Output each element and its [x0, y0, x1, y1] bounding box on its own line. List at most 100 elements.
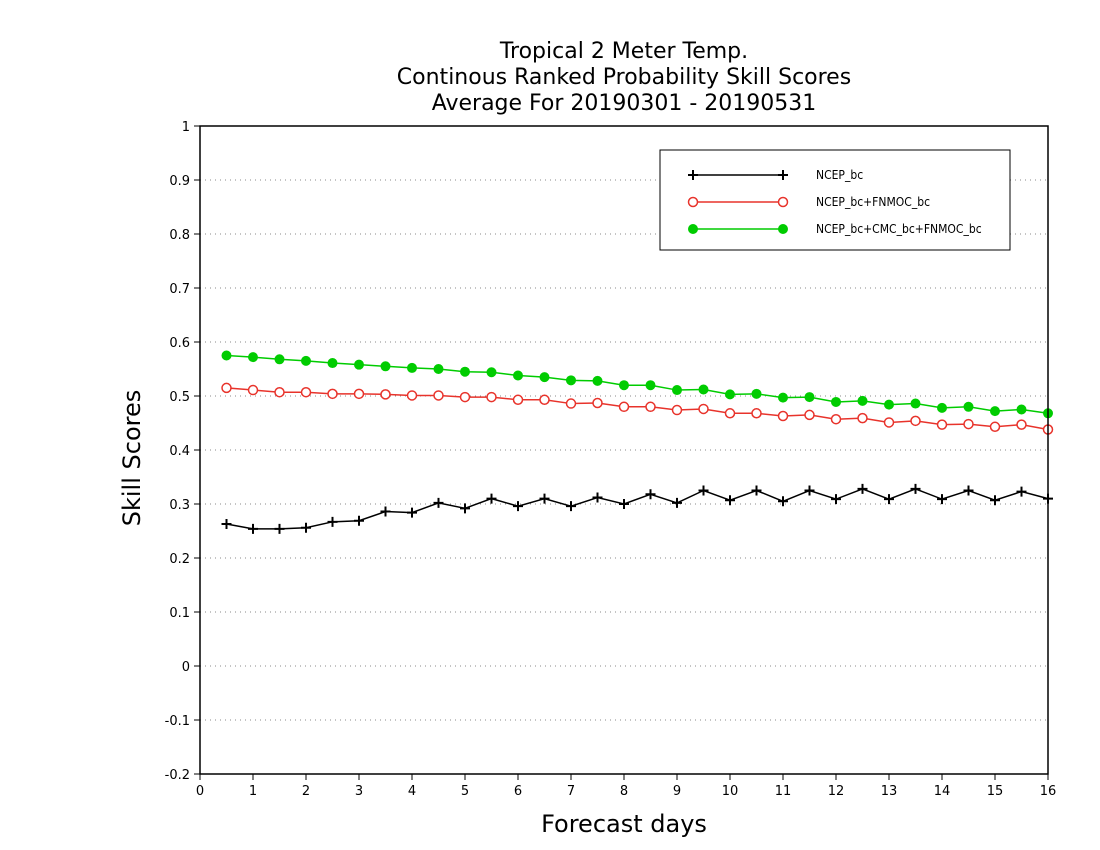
data-point [592, 397, 603, 409]
legend-label: NCEP_bc+CMC_bc+FNMOC_bc [816, 222, 982, 236]
data-point [831, 494, 841, 505]
x-tick-label: 7 [567, 784, 575, 799]
x-tick-label: 14 [934, 784, 951, 799]
series-line [226, 488, 1049, 530]
data-point [486, 391, 497, 403]
data-point [566, 375, 576, 386]
data-point [990, 406, 1000, 417]
y-tick-label: 0.4 [169, 444, 190, 459]
data-point [460, 503, 470, 514]
data-point [910, 398, 921, 409]
data-point [857, 412, 868, 424]
data-point [963, 401, 974, 412]
series-0 [221, 483, 1053, 534]
legend-box [659, 149, 1011, 251]
legend: NCEP_bc NCEP_bc+FNMOC_bc NCEP_bc+CMC_bc+FN… [659, 149, 1011, 251]
data-point [725, 495, 735, 506]
data-point [565, 398, 577, 409]
data-point [724, 408, 736, 419]
data-point [936, 419, 948, 430]
data-point [301, 522, 311, 533]
data-point [406, 390, 418, 401]
x-tick-label: 2 [302, 784, 310, 799]
legend-marker [778, 170, 788, 180]
data-point [831, 396, 841, 407]
y-tick-label: 0.8 [169, 228, 190, 243]
data-point [1016, 404, 1027, 415]
data-point [300, 386, 312, 398]
legend-marker [687, 196, 699, 208]
data-point [884, 399, 894, 410]
data-point [645, 380, 656, 391]
data-point [1016, 419, 1027, 430]
data-point [327, 388, 338, 400]
legend-marker [777, 196, 789, 208]
data-point [830, 413, 842, 425]
data-point [698, 384, 709, 395]
data-point [619, 380, 629, 391]
data-point [698, 403, 709, 415]
data-point [486, 493, 497, 504]
data-point [963, 485, 974, 496]
data-point [354, 515, 364, 526]
x-tick-label: 16 [1040, 784, 1057, 799]
data-point [645, 489, 656, 500]
data-point [353, 388, 365, 400]
y-tick-label: -0.2 [165, 768, 190, 783]
data-point [433, 497, 444, 508]
data-point [380, 389, 391, 400]
legend-marker [778, 224, 788, 234]
data-point [566, 501, 576, 512]
legend-label: NCEP_bc+FNMOC_bc [816, 195, 930, 209]
y-tick-label: 0.3 [169, 498, 190, 513]
x-tick-label: 9 [673, 784, 681, 799]
data-point [327, 358, 338, 369]
y-tick-label: 0.1 [169, 606, 190, 621]
data-point [857, 483, 868, 494]
data-point [248, 523, 258, 534]
data-point [407, 362, 417, 373]
y-tick-label: 0.7 [169, 282, 190, 297]
data-point [804, 485, 815, 496]
data-series [221, 350, 1054, 534]
plot-frame [199, 125, 1049, 775]
legend-marker [688, 170, 698, 180]
y-tick-label: 0 [182, 660, 190, 675]
data-point [751, 485, 762, 496]
data-point [380, 506, 391, 517]
y-tick-label: 0.5 [169, 390, 190, 405]
data-point [513, 370, 523, 381]
axis-ticks: -0.2-0.100.10.20.30.40.50.60.70.80.910 1 2… [165, 120, 1057, 799]
data-point [671, 404, 683, 416]
data-point [751, 408, 762, 419]
data-point [857, 395, 868, 406]
data-point [433, 364, 444, 374]
data-point [301, 355, 311, 366]
data-point [937, 494, 947, 505]
data-point [910, 415, 921, 427]
data-point [433, 390, 444, 401]
data-point [618, 401, 630, 413]
x-tick-label: 5 [461, 784, 469, 799]
data-point [989, 421, 1001, 433]
data-point [619, 499, 629, 509]
legend-marker [688, 224, 698, 234]
x-tick-label: 4 [408, 784, 416, 799]
x-axis-title: Forecast days [541, 810, 707, 838]
data-point [407, 507, 417, 518]
data-point [248, 352, 258, 363]
data-point [592, 492, 603, 503]
x-tick-label: 13 [881, 784, 898, 799]
data-point [486, 367, 497, 378]
chart-title-line-1: Tropical 2 Meter Temp. [499, 39, 748, 64]
data-point [459, 391, 471, 403]
data-point [883, 417, 895, 428]
data-point [777, 410, 789, 422]
data-point [751, 388, 762, 399]
data-point [539, 372, 550, 383]
data-point [460, 366, 470, 377]
x-tick-label: 8 [620, 784, 628, 799]
data-point [592, 375, 603, 386]
data-point [513, 501, 523, 512]
y-tick-label: 0.2 [169, 552, 190, 567]
